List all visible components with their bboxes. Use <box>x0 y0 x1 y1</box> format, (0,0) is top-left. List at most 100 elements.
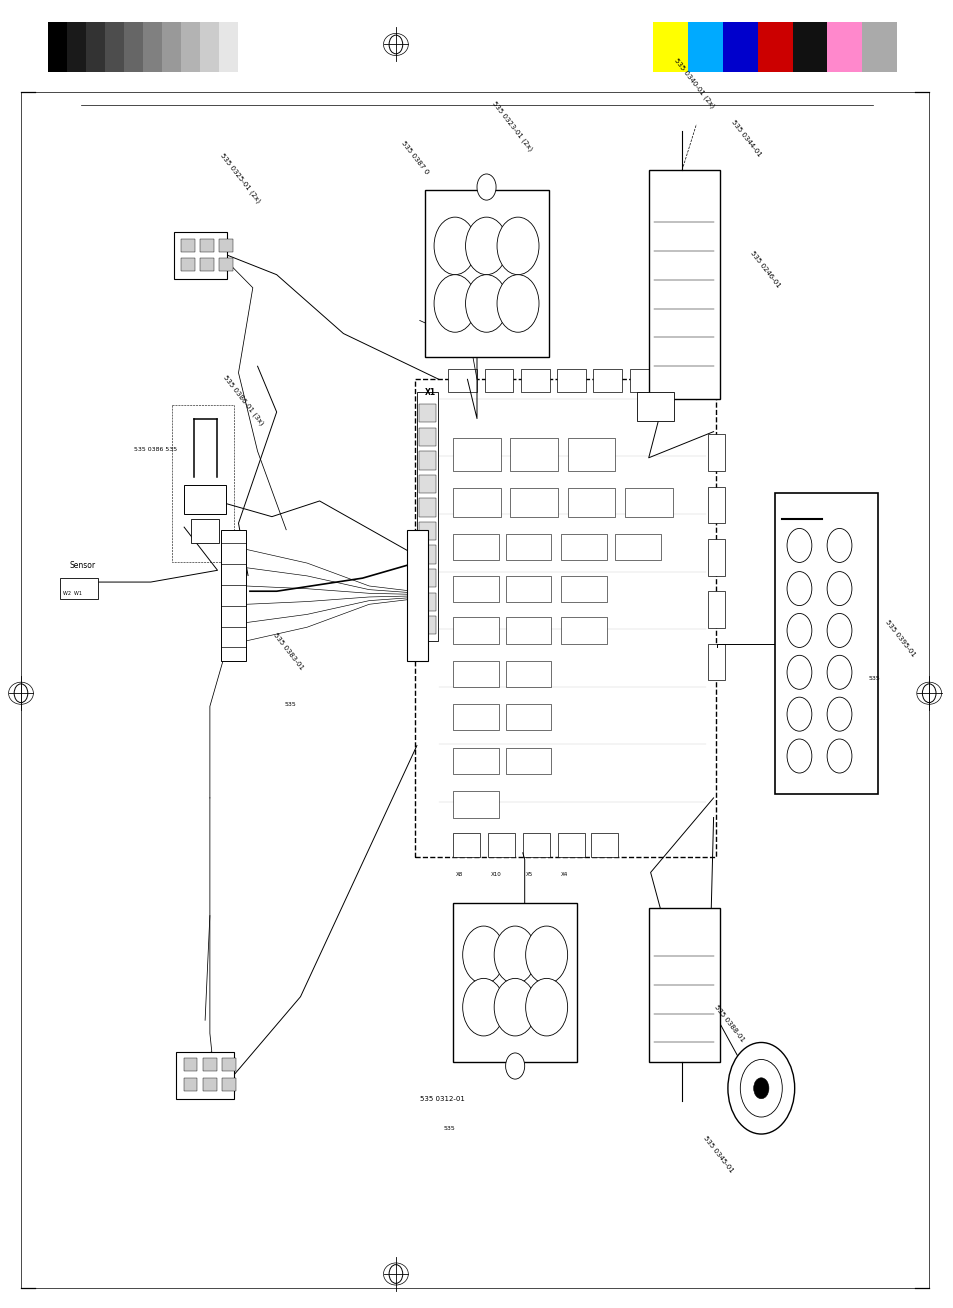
Bar <box>418 522 436 540</box>
Circle shape <box>462 978 504 1036</box>
Bar <box>222 1078 235 1091</box>
Text: Sensor: Sensor <box>70 561 95 570</box>
Bar <box>219 22 238 72</box>
Circle shape <box>434 217 476 275</box>
Bar <box>629 369 658 392</box>
Bar <box>707 539 724 576</box>
Bar <box>505 617 551 644</box>
Bar <box>200 239 213 252</box>
Bar <box>792 22 826 72</box>
Bar <box>418 616 436 634</box>
Bar <box>520 369 549 392</box>
Text: X10: X10 <box>491 872 501 878</box>
Bar <box>488 833 515 857</box>
Bar <box>448 369 476 392</box>
Bar <box>484 369 513 392</box>
Circle shape <box>786 739 811 773</box>
Text: 535 0323-01 (2x): 535 0323-01 (2x) <box>491 99 534 152</box>
Bar <box>637 392 673 421</box>
Bar <box>722 22 757 72</box>
Bar <box>862 22 896 72</box>
Circle shape <box>790 532 805 553</box>
Bar <box>219 239 233 252</box>
Bar <box>707 644 724 680</box>
Bar <box>653 22 687 72</box>
Bar <box>453 534 498 560</box>
Text: 535 0395-01: 535 0395-01 <box>883 619 916 658</box>
Circle shape <box>525 978 567 1036</box>
Circle shape <box>786 697 811 731</box>
Bar <box>707 434 724 471</box>
Bar <box>826 22 862 72</box>
Bar <box>203 1078 216 1091</box>
Bar <box>173 232 227 279</box>
Circle shape <box>786 655 811 689</box>
Bar <box>184 1078 197 1091</box>
Text: 535 0388-01: 535 0388-01 <box>713 1005 745 1044</box>
Bar <box>648 170 720 399</box>
Bar <box>453 791 498 818</box>
Bar <box>560 576 606 602</box>
Bar <box>219 258 233 271</box>
Bar <box>418 475 436 493</box>
Bar <box>453 576 498 602</box>
Text: 535 0386-01 (3x): 535 0386-01 (3x) <box>222 374 265 426</box>
Bar <box>591 833 618 857</box>
Bar <box>86 22 105 72</box>
Bar <box>505 704 551 730</box>
Circle shape <box>740 1059 781 1117</box>
Bar <box>615 534 660 560</box>
Bar <box>510 488 558 517</box>
Bar <box>453 438 500 471</box>
Text: 535 0387 0: 535 0387 0 <box>400 140 430 175</box>
Bar <box>453 488 500 517</box>
Text: 535: 535 <box>284 702 295 708</box>
Bar <box>181 22 200 72</box>
Bar <box>407 530 428 661</box>
Bar <box>757 22 792 72</box>
Bar <box>418 428 436 446</box>
Bar <box>418 545 436 564</box>
Text: 535: 535 <box>867 676 879 681</box>
Text: 535 0386 535: 535 0386 535 <box>133 447 176 453</box>
Bar <box>415 379 715 857</box>
Circle shape <box>826 739 851 773</box>
Bar <box>418 569 436 587</box>
Text: X4: X4 <box>560 872 568 878</box>
Text: 535 0325-01 (2x): 535 0325-01 (2x) <box>219 152 262 204</box>
Text: X8: X8 <box>456 872 463 878</box>
Bar <box>453 617 498 644</box>
Circle shape <box>476 174 496 200</box>
Circle shape <box>753 1078 768 1099</box>
Circle shape <box>826 655 851 689</box>
Circle shape <box>494 978 536 1036</box>
Text: 535 0345-01: 535 0345-01 <box>701 1135 734 1175</box>
Circle shape <box>826 697 851 731</box>
Bar <box>143 22 162 72</box>
Bar <box>453 833 479 857</box>
Bar <box>221 530 246 661</box>
Bar <box>560 617 606 644</box>
Bar <box>624 488 672 517</box>
Bar <box>181 258 194 271</box>
Circle shape <box>465 217 507 275</box>
Bar <box>176 1052 233 1099</box>
Bar <box>560 534 606 560</box>
Circle shape <box>497 275 538 332</box>
Circle shape <box>497 217 538 275</box>
Bar <box>418 498 436 517</box>
Bar <box>418 451 436 470</box>
Text: 535 0344-01: 535 0344-01 <box>729 119 761 158</box>
Bar <box>505 534 551 560</box>
Bar <box>181 239 194 252</box>
Bar <box>222 1058 235 1071</box>
Text: 535 0383-01: 535 0383-01 <box>272 632 304 671</box>
Bar <box>105 22 124 72</box>
Text: X5: X5 <box>525 872 533 878</box>
Bar <box>184 1058 197 1071</box>
Circle shape <box>826 528 851 562</box>
Bar <box>416 392 437 641</box>
Circle shape <box>826 613 851 647</box>
Bar <box>418 593 436 611</box>
Text: 535 0340-01 (2x): 535 0340-01 (2x) <box>672 56 715 109</box>
